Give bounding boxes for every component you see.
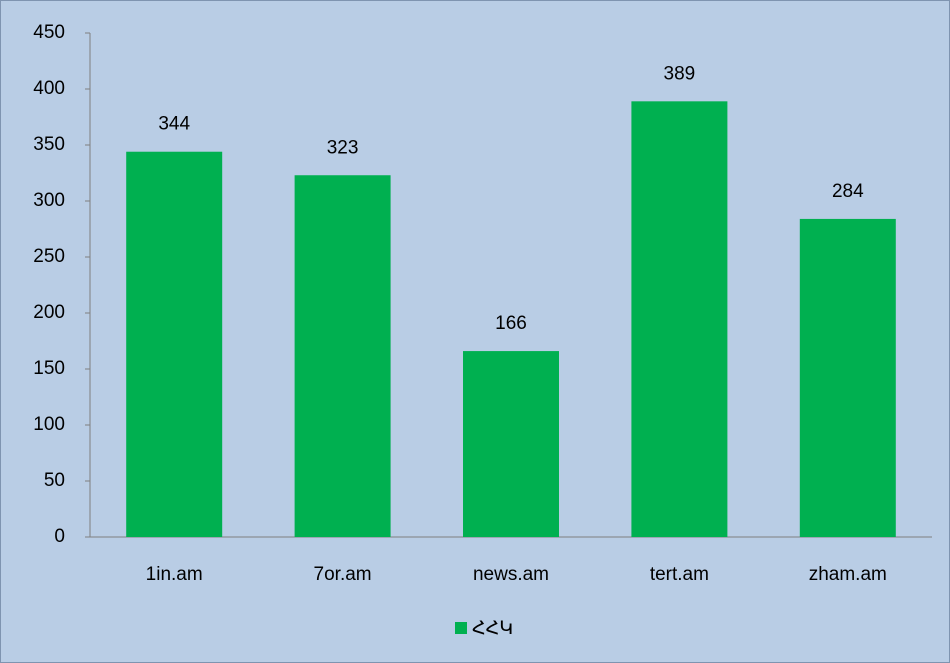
x-tick-label: 7or.am [314, 564, 372, 585]
x-tick-label: news.am [473, 564, 549, 585]
bar [126, 151, 223, 537]
bar [799, 218, 896, 538]
bar [463, 351, 559, 537]
data-label: 344 [158, 114, 190, 135]
bar [631, 101, 728, 537]
x-tick-label: 1in.am [146, 564, 203, 585]
y-tick-label: 450 [33, 22, 65, 43]
y-tick-label: 0 [54, 526, 65, 547]
x-tick-label: tert.am [650, 564, 709, 585]
y-tick-label: 200 [33, 302, 65, 323]
y-tick-label: 250 [33, 246, 65, 267]
data-label: 389 [664, 63, 696, 84]
data-label: 323 [327, 137, 359, 158]
legend-swatch [455, 622, 467, 634]
data-label: 284 [832, 181, 864, 202]
y-tick-label: 350 [33, 134, 65, 155]
y-tick-label: 150 [33, 358, 65, 379]
bar [294, 175, 391, 538]
y-tick-label: 50 [44, 470, 65, 491]
y-tick-label: 300 [33, 190, 65, 211]
legend-label: ՀՀԿ [472, 618, 513, 639]
data-label: 166 [495, 313, 527, 334]
x-tick-label: zham.am [809, 564, 887, 585]
y-tick-label: 400 [33, 78, 65, 99]
y-tick-label: 100 [33, 414, 65, 435]
